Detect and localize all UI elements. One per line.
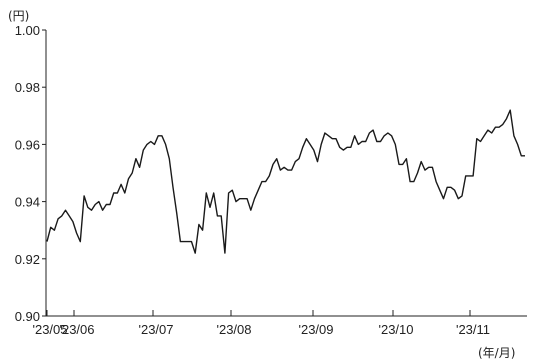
y-axis-unit-label: (円) — [8, 9, 29, 23]
x-tick-label: '23/08 — [216, 322, 251, 337]
x-axis-unit-label: (年/月) — [478, 346, 515, 360]
y-tick-label: 0.92 — [15, 252, 40, 267]
x-tick-label: '23/09 — [298, 322, 333, 337]
x-axis-ticks: '23/05'23/06 '23/07 '23/08 '23/09 '23/10 '23/… — [32, 310, 490, 337]
y-tick-label: 0.98 — [15, 80, 40, 95]
x-tick-label: '23/11 — [456, 322, 490, 337]
series-line — [46, 109, 525, 254]
x-tick-label: '23/10 — [378, 322, 413, 337]
y-tick-label: 0.94 — [15, 195, 40, 210]
y-tick-label: 0.90 — [15, 309, 40, 324]
y-tick-label: 1.00 — [15, 23, 40, 38]
x-tick-label: '23/06 — [59, 322, 94, 337]
y-axis-ticks: 1.00 0.98 0.96 0.94 0.92 0.90 — [15, 23, 46, 324]
y-tick-label: 0.96 — [15, 137, 40, 152]
x-tick-label: '23/07 — [138, 322, 173, 337]
x-tick-label: '23/05 — [32, 322, 67, 337]
